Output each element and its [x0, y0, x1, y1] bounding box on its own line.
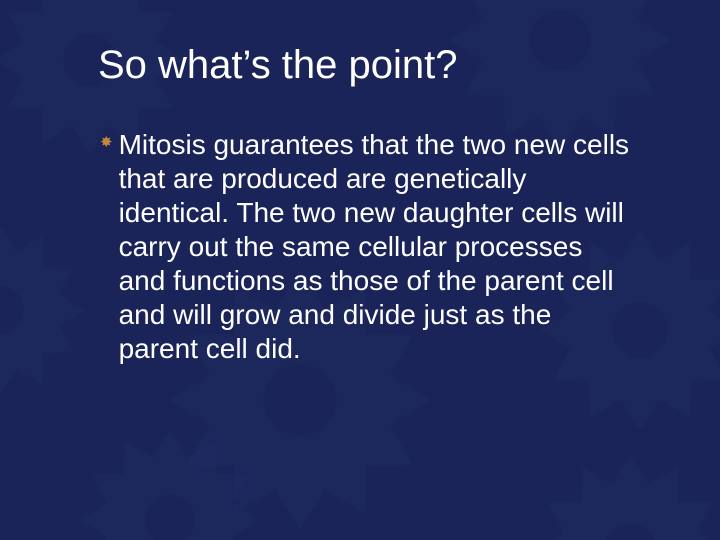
body-area: ✸ Mitosis guarantees that the two new ce… [100, 128, 630, 366]
body-text: Mitosis guarantees that the two new cell… [119, 128, 630, 366]
gear-icon [80, 430, 260, 540]
slide-title: So what’s the point? [98, 43, 458, 88]
bullet-item: ✸ Mitosis guarantees that the two new ce… [100, 128, 630, 366]
gear-icon [535, 455, 720, 540]
gear-icon [0, 225, 85, 400]
slide: So what’s the point? ✸ Mitosis guarantee… [0, 0, 720, 540]
star-bullet-icon: ✸ [100, 135, 113, 150]
